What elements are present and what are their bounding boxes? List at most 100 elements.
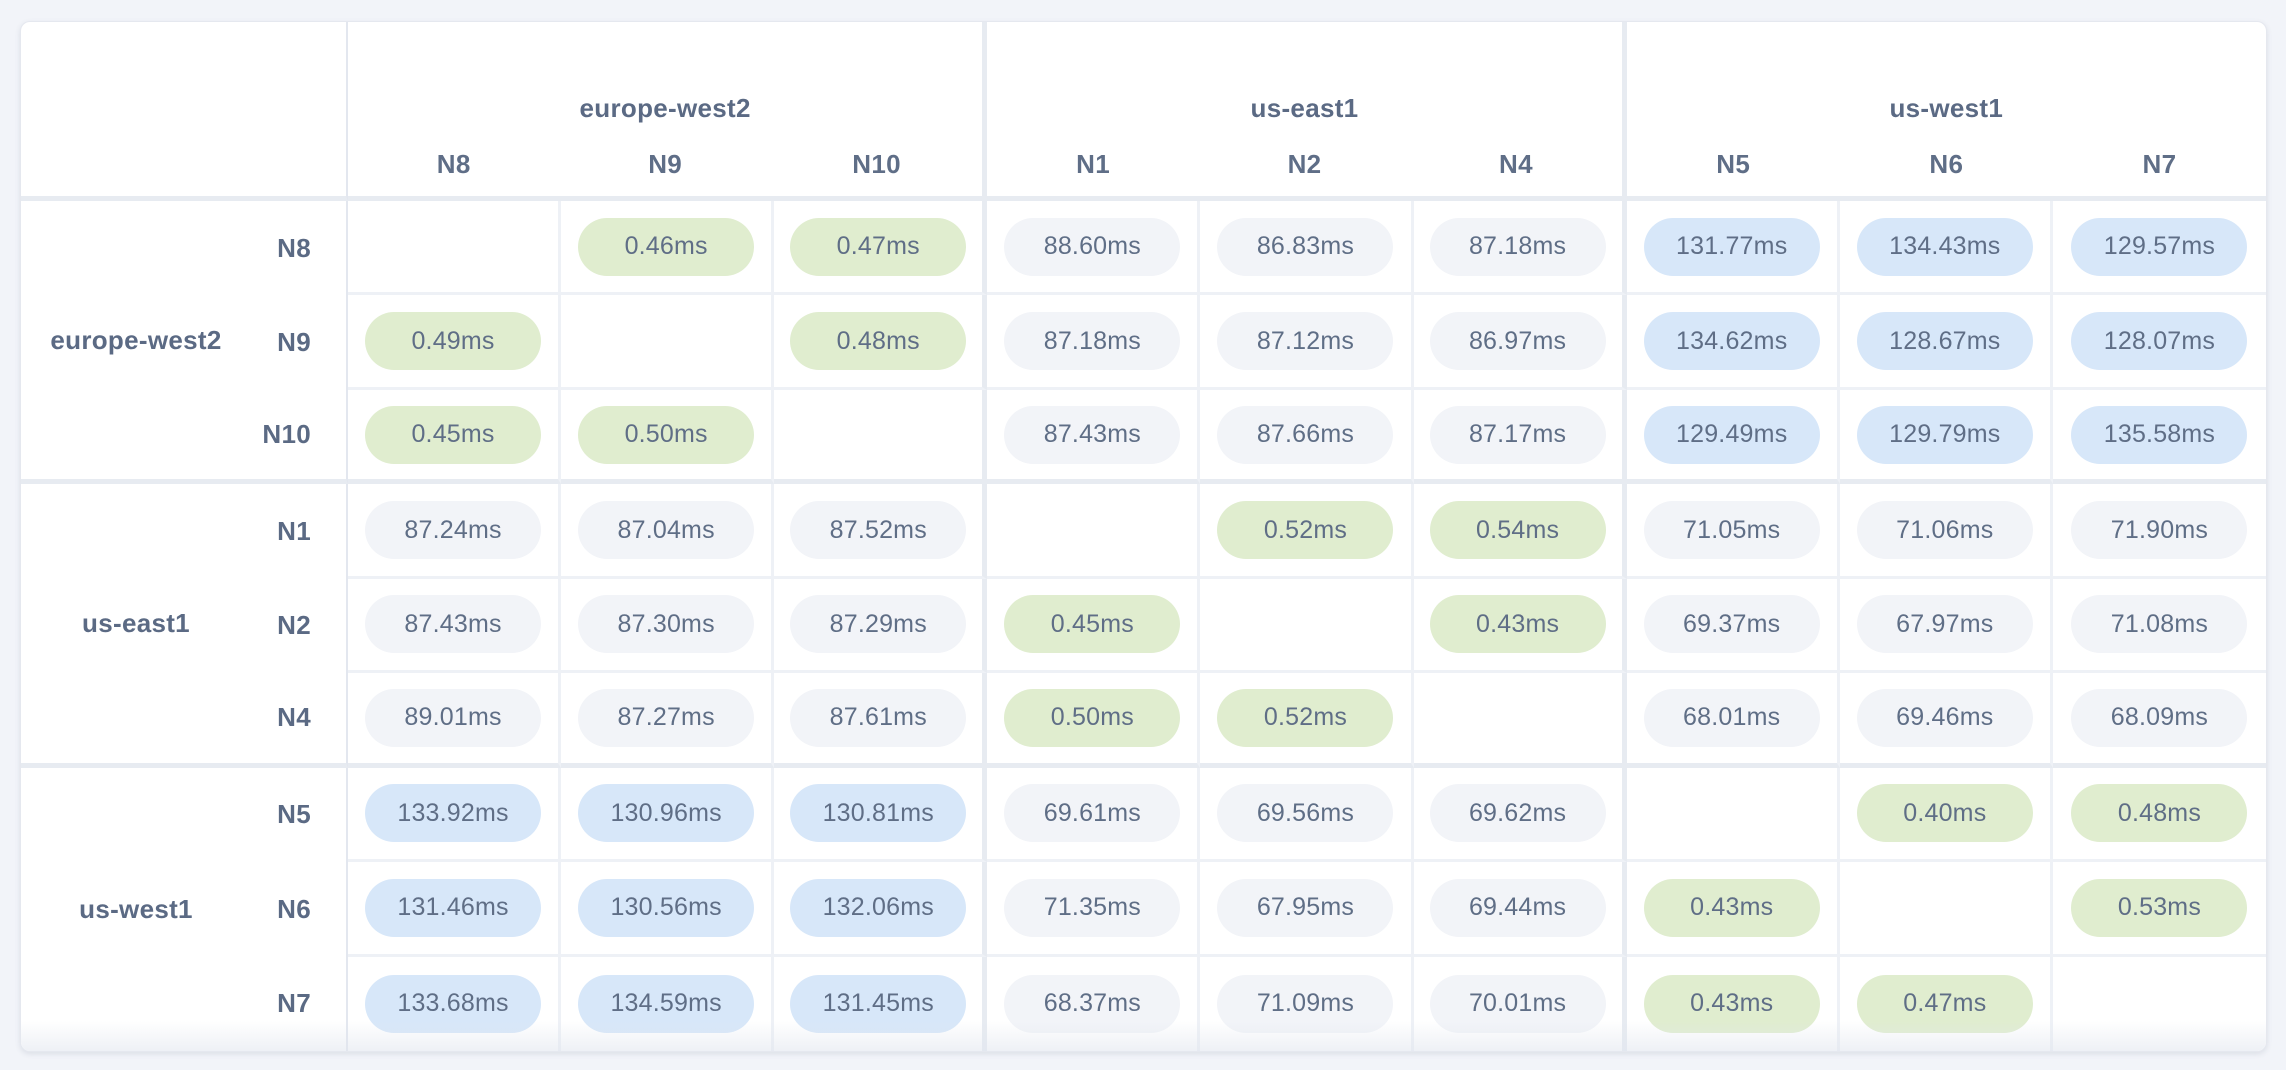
- latency-pill: 129.57ms: [2071, 217, 2248, 276]
- column-node-header: N7: [2142, 148, 2177, 179]
- latency-pill: 69.37ms: [1643, 595, 1820, 654]
- latency-pill: 131.46ms: [365, 878, 542, 937]
- latency-pill: 129.79ms: [1856, 405, 2033, 464]
- latency-pill: 0.48ms: [790, 312, 967, 371]
- latency-cell: [1413, 673, 1627, 768]
- latency-cell: 87.18ms: [987, 295, 1201, 390]
- latency-pill: 0.50ms: [578, 405, 755, 464]
- latency-cell: [987, 484, 1201, 579]
- column-group-region-label: us-east1: [1250, 93, 1359, 123]
- latency-pill: 70.01ms: [1429, 974, 1606, 1033]
- latency-cell: 0.43ms: [1413, 578, 1627, 674]
- row-node-label: N2: [251, 578, 348, 674]
- latency-pill: 71.35ms: [1004, 878, 1181, 937]
- latency-cell: 87.66ms: [1200, 389, 1414, 485]
- latency-cell: 0.40ms: [1839, 767, 2053, 863]
- latency-pill: 0.47ms: [1856, 974, 2033, 1033]
- column-group-region-label: europe-west2: [579, 93, 751, 123]
- latency-pill: 0.43ms: [1643, 878, 1820, 937]
- latency-pill: 68.09ms: [2071, 688, 2248, 747]
- latency-cell: 135.58ms: [2052, 389, 2266, 485]
- latency-cell: 0.45ms: [987, 578, 1201, 674]
- column-group-header: europe-west2 N8 N9 N10: [348, 22, 988, 201]
- latency-cell: 69.56ms: [1200, 767, 1414, 863]
- latency-pill: 133.68ms: [365, 974, 542, 1033]
- latency-pill: 87.66ms: [1217, 405, 1394, 464]
- latency-cell: 0.45ms: [348, 389, 562, 485]
- latency-cell: 0.48ms: [2052, 767, 2266, 863]
- latency-cell: 71.90ms: [2052, 484, 2266, 579]
- latency-cell: 88.60ms: [987, 201, 1201, 296]
- latency-pill: 69.44ms: [1429, 878, 1606, 937]
- latency-cell: 130.96ms: [561, 767, 775, 863]
- latency-pill: 132.06ms: [790, 878, 967, 937]
- latency-pill: 133.92ms: [365, 784, 542, 843]
- latency-pill: 131.77ms: [1643, 217, 1820, 276]
- latency-cell: [774, 389, 988, 485]
- column-node-header: N10: [852, 148, 901, 179]
- latency-cell: 68.37ms: [987, 956, 1201, 1051]
- latency-cell: 0.43ms: [1626, 956, 1840, 1051]
- latency-cell: 87.17ms: [1413, 389, 1627, 485]
- latency-cell: 87.29ms: [774, 578, 988, 674]
- latency-cell: [1839, 862, 2053, 957]
- latency-cell: 132.06ms: [774, 862, 988, 957]
- latency-cell: 0.46ms: [561, 201, 775, 296]
- latency-pill: 130.81ms: [790, 784, 967, 843]
- latency-cell: 86.97ms: [1413, 295, 1627, 390]
- latency-cell: 68.01ms: [1626, 673, 1840, 768]
- row-node-label: N1: [251, 484, 348, 579]
- latency-pill: 134.62ms: [1643, 312, 1820, 371]
- row-node-label: N4: [251, 673, 348, 768]
- column-node-header: N5: [1716, 148, 1751, 179]
- latency-pill: 87.17ms: [1429, 405, 1606, 464]
- latency-pill: 128.07ms: [2071, 312, 2248, 371]
- latency-cell: 134.62ms: [1626, 295, 1840, 390]
- latency-cell: 71.09ms: [1200, 956, 1414, 1051]
- latency-cell: 89.01ms: [348, 673, 562, 768]
- latency-cell: 69.44ms: [1413, 862, 1627, 957]
- latency-cell: [348, 201, 562, 296]
- latency-cell: 71.35ms: [987, 862, 1201, 957]
- latency-pill: 68.37ms: [1004, 974, 1181, 1033]
- column-group-header: us-east1 N1 N2 N4: [987, 22, 1627, 201]
- latency-pill: 0.43ms: [1643, 974, 1820, 1033]
- latency-pill: 0.49ms: [365, 312, 542, 371]
- latency-cell: [2052, 956, 2266, 1051]
- latency-pill: 0.40ms: [1856, 784, 2033, 843]
- latency-pill: 0.48ms: [2071, 784, 2248, 843]
- latency-pill: 89.01ms: [365, 688, 542, 747]
- latency-pill: 129.49ms: [1643, 405, 1820, 464]
- latency-cell: [1200, 578, 1414, 674]
- latency-pill: 130.96ms: [578, 784, 755, 843]
- column-node-header: N8: [436, 148, 471, 179]
- latency-cell: 69.61ms: [987, 767, 1201, 863]
- latency-pill: 87.29ms: [790, 595, 967, 654]
- latency-pill: 69.46ms: [1856, 688, 2033, 747]
- latency-cell: 87.43ms: [348, 578, 562, 674]
- latency-cell: 67.95ms: [1200, 862, 1414, 957]
- column-node-header: N1: [1076, 148, 1110, 179]
- row-node-label: N7: [251, 956, 348, 1051]
- row-region-label: us-west1: [21, 767, 251, 1051]
- latency-pill: 87.30ms: [578, 595, 755, 654]
- latency-pill: 67.95ms: [1217, 878, 1394, 937]
- latency-pill: 87.18ms: [1429, 217, 1606, 276]
- row-node-label: N8: [251, 201, 348, 296]
- latency-cell: 0.47ms: [774, 201, 988, 296]
- latency-pill: 130.56ms: [578, 878, 755, 937]
- latency-pill: 0.53ms: [2071, 878, 2248, 937]
- latency-cell: 133.92ms: [348, 767, 562, 863]
- latency-pill: 87.12ms: [1217, 312, 1394, 371]
- latency-cell: 87.12ms: [1200, 295, 1414, 390]
- latency-cell: 68.09ms: [2052, 673, 2266, 768]
- column-group-region-label: us-west1: [1889, 93, 2004, 123]
- latency-cell: 133.68ms: [348, 956, 562, 1051]
- latency-cell: 130.56ms: [561, 862, 775, 957]
- latency-pill: 0.52ms: [1217, 501, 1394, 560]
- latency-cell: 87.18ms: [1413, 201, 1627, 296]
- latency-cell: 87.52ms: [774, 484, 988, 579]
- latency-cell: 87.61ms: [774, 673, 988, 768]
- latency-pill: 71.90ms: [2071, 501, 2248, 560]
- row-node-label: N6: [251, 862, 348, 957]
